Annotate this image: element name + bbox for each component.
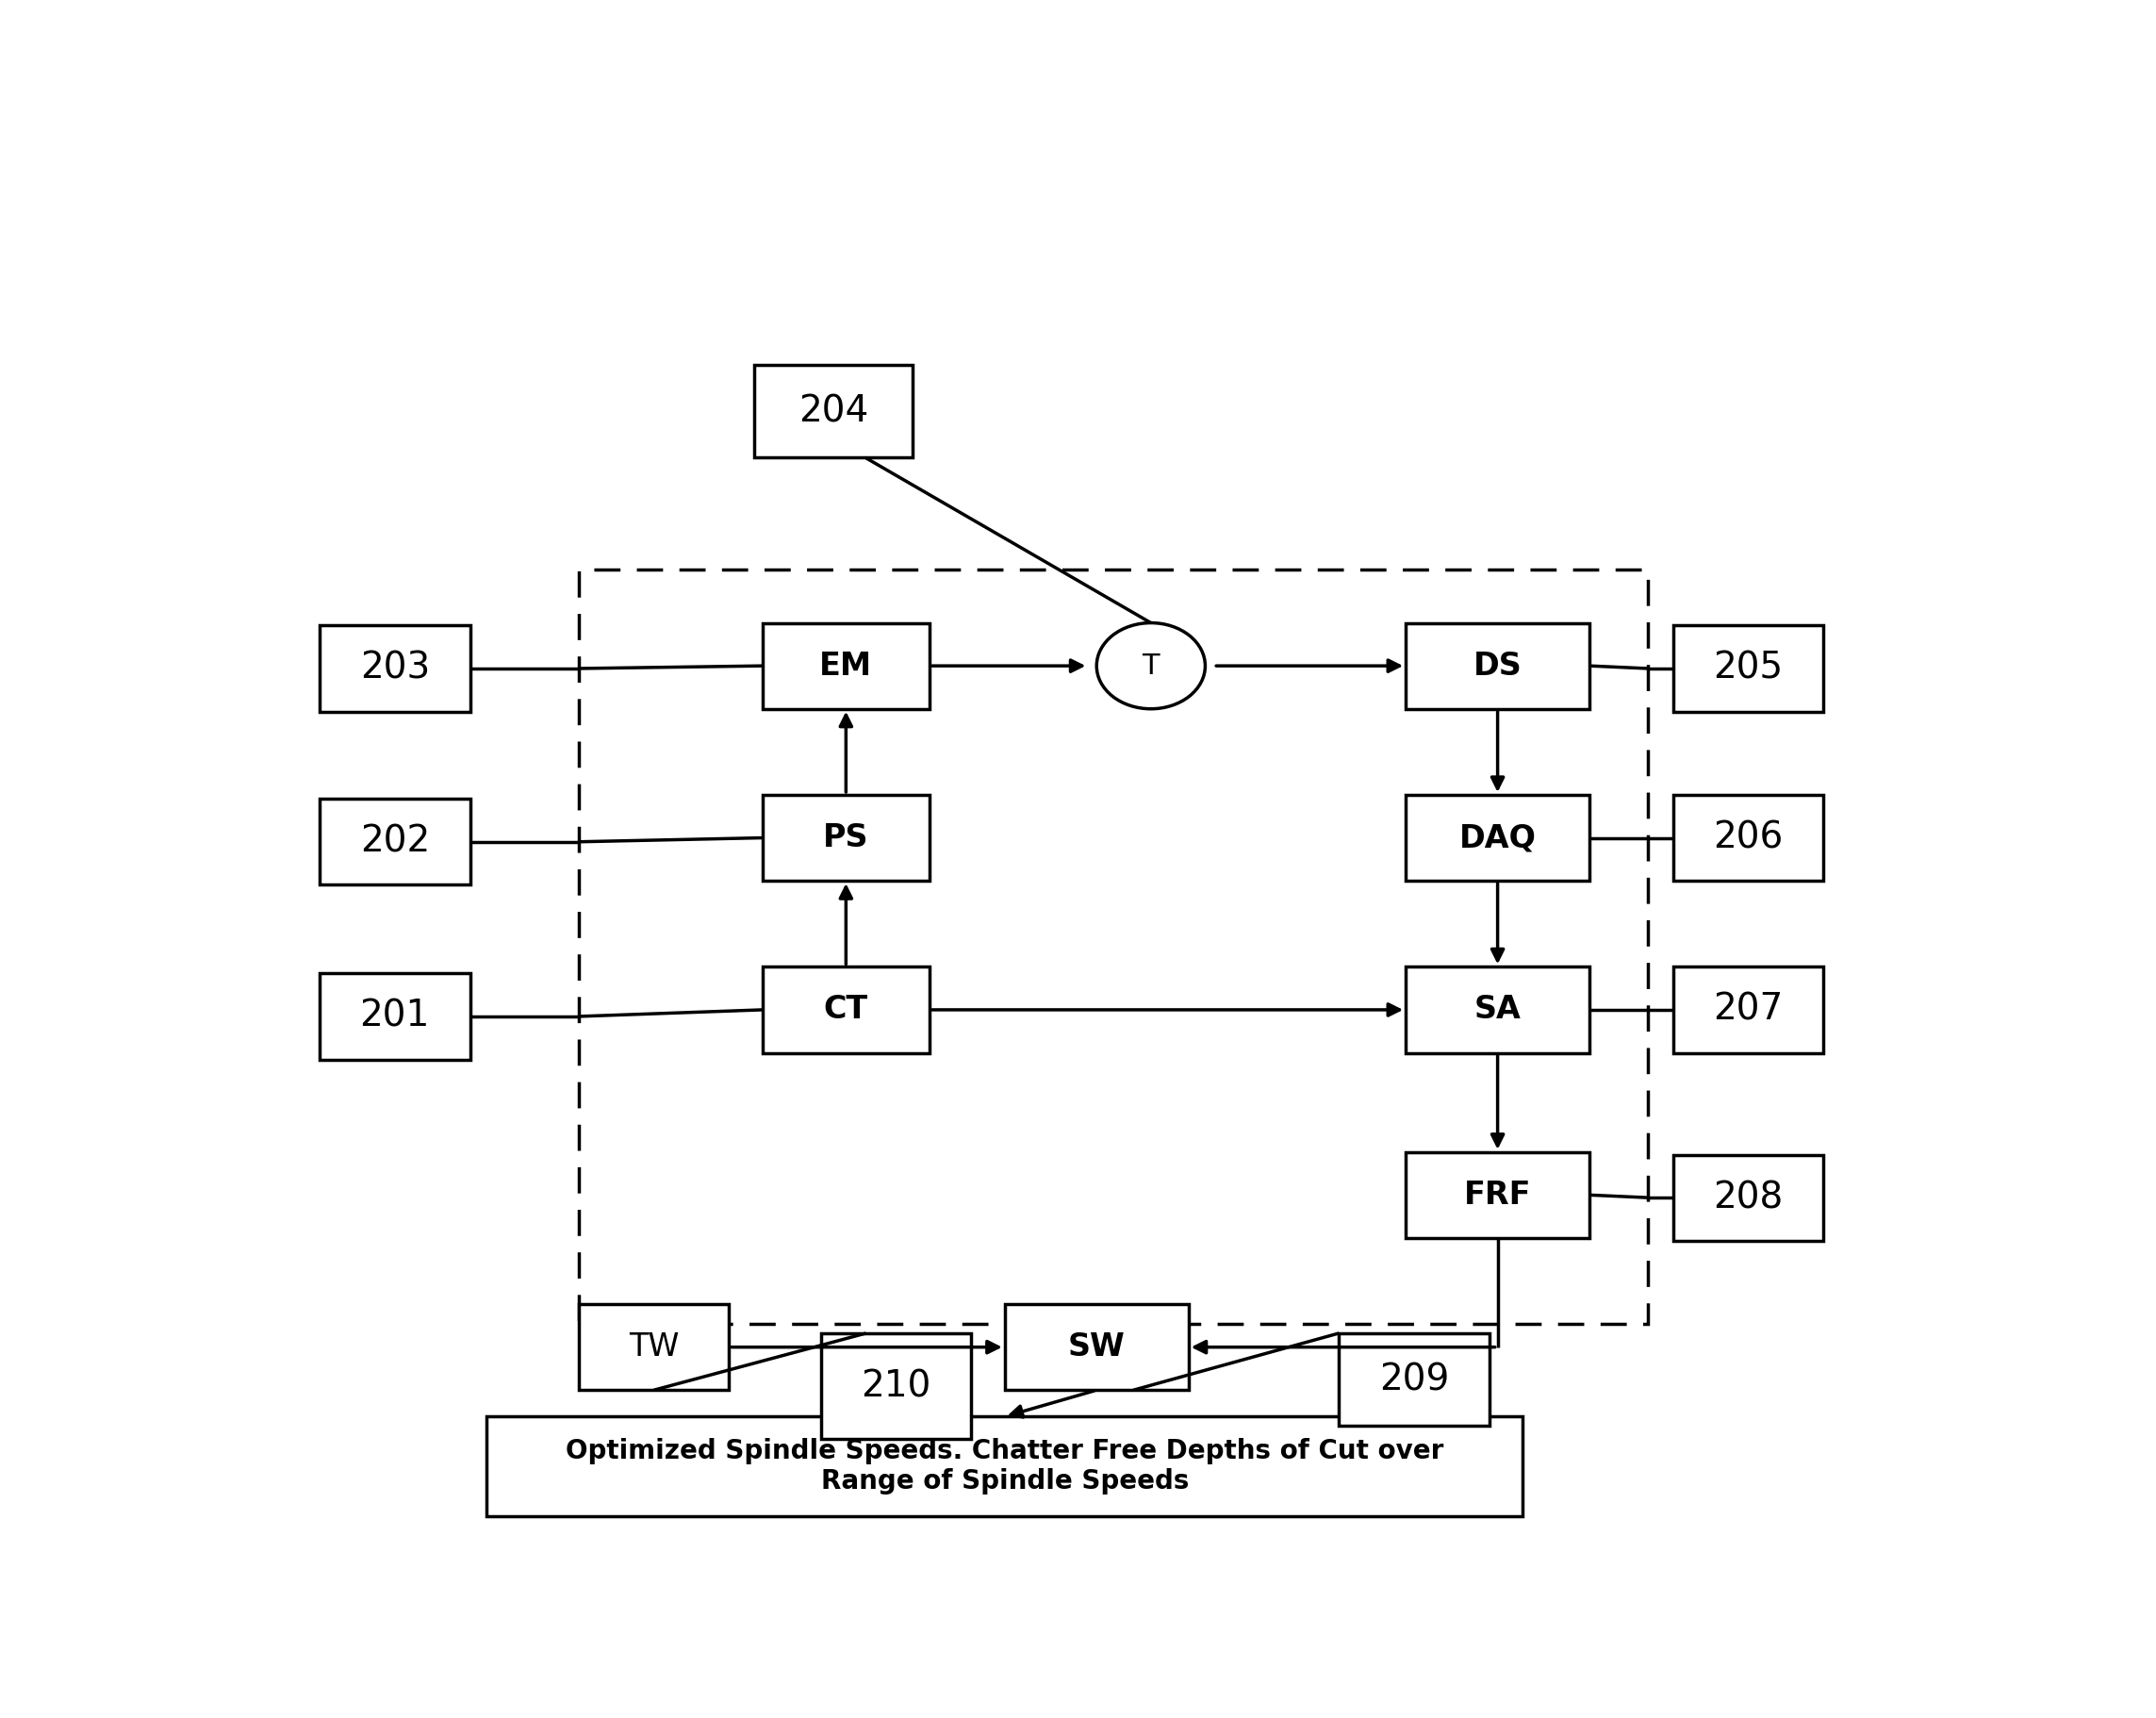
Text: 209: 209 (1380, 1362, 1449, 1397)
FancyBboxPatch shape (319, 974, 470, 1060)
FancyBboxPatch shape (1406, 795, 1589, 881)
Text: 208: 208 (1714, 1180, 1783, 1216)
FancyBboxPatch shape (578, 1304, 729, 1390)
Text: 205: 205 (1714, 651, 1783, 687)
FancyBboxPatch shape (1005, 1304, 1188, 1390)
Text: 202: 202 (360, 825, 429, 859)
FancyBboxPatch shape (1673, 795, 1824, 881)
FancyBboxPatch shape (821, 1333, 972, 1440)
Text: DAQ: DAQ (1460, 823, 1537, 854)
Text: 210: 210 (860, 1368, 931, 1404)
FancyBboxPatch shape (487, 1417, 1522, 1515)
FancyBboxPatch shape (1673, 625, 1824, 711)
Text: T: T (1143, 653, 1160, 680)
Text: SA: SA (1475, 995, 1522, 1026)
Text: Optimized Spindle Speeds. Chatter Free Depths of Cut over
Range of Spindle Speed: Optimized Spindle Speeds. Chatter Free D… (565, 1438, 1445, 1495)
Text: TW: TW (630, 1331, 679, 1362)
FancyBboxPatch shape (319, 799, 470, 885)
FancyBboxPatch shape (1673, 1154, 1824, 1240)
FancyBboxPatch shape (763, 624, 929, 710)
FancyBboxPatch shape (763, 967, 929, 1053)
Text: 206: 206 (1714, 819, 1783, 856)
Text: SW: SW (1067, 1331, 1125, 1362)
Text: 207: 207 (1714, 991, 1783, 1027)
Text: PS: PS (824, 823, 869, 854)
FancyBboxPatch shape (1406, 1153, 1589, 1239)
Text: 201: 201 (360, 998, 429, 1034)
FancyBboxPatch shape (763, 795, 929, 881)
FancyBboxPatch shape (319, 625, 470, 711)
Text: FRF: FRF (1464, 1180, 1531, 1211)
Circle shape (1097, 624, 1205, 710)
Text: CT: CT (824, 995, 869, 1026)
Text: EM: EM (819, 651, 873, 682)
Text: DS: DS (1473, 651, 1522, 682)
FancyBboxPatch shape (1339, 1333, 1490, 1426)
Text: 203: 203 (360, 651, 429, 687)
FancyBboxPatch shape (1406, 967, 1589, 1053)
FancyBboxPatch shape (1406, 624, 1589, 710)
FancyBboxPatch shape (1673, 967, 1824, 1053)
Text: 204: 204 (798, 393, 869, 430)
FancyBboxPatch shape (755, 364, 912, 457)
